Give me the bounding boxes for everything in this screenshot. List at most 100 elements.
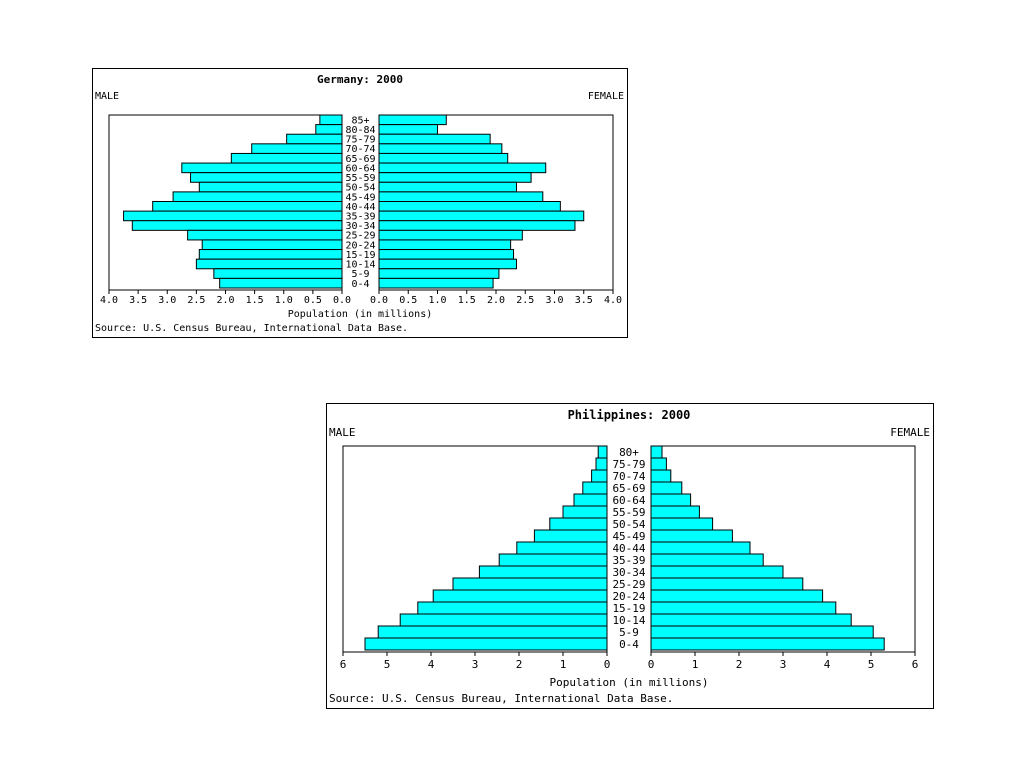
germany-pyramid-chart: Germany: 2000 MALE FEMALE 85+80-8475-797…: [95, 73, 624, 334]
x-tick-label: 3.5: [575, 295, 593, 306]
male-bar-70-74: [251, 143, 343, 154]
age-group-label: 70-74: [345, 144, 375, 155]
male-bar-40-44: [152, 201, 343, 212]
male-label: MALE: [329, 426, 356, 439]
female-bar-0-4: [650, 637, 885, 651]
x-tick-label: 3: [780, 658, 787, 671]
age-group-label: 70-74: [612, 470, 645, 483]
female-bar-60-64: [650, 493, 692, 507]
age-group-label: 85+: [351, 115, 369, 126]
male-bar-75-79: [595, 457, 608, 471]
age-group-label: 40-44: [612, 542, 645, 555]
age-group-label: 0-4: [351, 279, 369, 290]
female-bar-40-44: [650, 541, 751, 555]
x-axis-label: Population (in millions): [550, 676, 709, 689]
female-bar-30-34: [378, 220, 576, 231]
male-bar-60-64: [573, 493, 608, 507]
x-tick-label: 4.0: [604, 295, 622, 306]
female-bar-15-19: [650, 601, 837, 615]
male-bar-65-69: [230, 152, 343, 164]
x-tick-label: 2.5: [187, 295, 205, 306]
x-tick-label: 0.0: [333, 295, 351, 306]
x-tick-label: 5: [868, 658, 875, 671]
x-tick-label: 3.5: [129, 295, 147, 306]
male-bar-15-19: [417, 601, 608, 615]
x-tick-label: 1.0: [428, 295, 446, 306]
male-bar-25-29: [187, 229, 343, 241]
male-bar-20-24: [201, 239, 343, 251]
female-bar-0-4: [378, 277, 494, 289]
female-bar-15-19: [378, 249, 515, 260]
x-tick-label: 0: [648, 658, 655, 671]
male-bar-25-29: [452, 577, 608, 591]
age-group-label: 55-59: [612, 506, 645, 519]
age-group-label: 35-39: [345, 212, 375, 223]
x-tick-label: 5: [384, 658, 391, 671]
age-group-label: 25-29: [612, 578, 645, 591]
age-group-label: 30-34: [612, 566, 645, 579]
male-bar-15-19: [198, 249, 343, 260]
female-bar-50-54: [378, 181, 517, 193]
x-tick-label: 1: [560, 658, 567, 671]
male-bar-40-44: [516, 541, 608, 555]
male-bar-35-39: [498, 553, 608, 567]
x-tick-label: 0.0: [370, 295, 388, 306]
female-bar-25-29: [650, 577, 804, 591]
female-bar-35-39: [378, 210, 585, 222]
female-bar-20-24: [378, 239, 512, 251]
age-group-label: 30-34: [345, 221, 375, 232]
male-bar-0-4: [219, 277, 343, 289]
male-bar-45-49: [533, 529, 608, 543]
male-bar-20-24: [432, 589, 608, 603]
age-group-label: 55-59: [345, 173, 375, 184]
female-bar-40-44: [378, 201, 561, 212]
x-tick-label: 6: [912, 658, 919, 671]
male-bar-30-34: [478, 565, 608, 579]
age-group-label: 25-29: [345, 231, 375, 242]
female-bar-70-74: [650, 469, 672, 483]
male-bar-60-64: [181, 162, 343, 174]
bars-group: 85+80-8475-7970-7465-6960-6455-5950-5445…: [123, 114, 585, 290]
x-tick-label: 2: [516, 658, 523, 671]
female-bar-45-49: [650, 529, 733, 543]
x-tick-label: 0.5: [304, 295, 322, 306]
bars-group: 80+75-7970-7465-6960-6455-5950-5445-4940…: [364, 445, 885, 651]
female-bar-30-34: [650, 565, 784, 579]
x-tick-label: 2.5: [516, 295, 534, 306]
x-tick-label: 1.5: [246, 295, 264, 306]
male-bar-55-59: [562, 505, 608, 519]
female-bar-55-59: [650, 505, 700, 519]
male-bar-75-79: [286, 133, 343, 145]
chart-title: Germany: 2000: [317, 73, 403, 86]
female-label: FEMALE: [588, 91, 624, 102]
female-bar-10-14: [378, 258, 517, 270]
female-label: FEMALE: [890, 426, 930, 439]
age-group-label: 45-49: [345, 192, 375, 203]
age-group-label: 60-64: [612, 494, 645, 507]
age-group-label: 20-24: [612, 590, 645, 603]
age-group-label: 50-54: [612, 518, 645, 531]
source-note: Source: U.S. Census Bureau, Internationa…: [329, 692, 673, 705]
x-tick-label: 4: [824, 658, 831, 671]
age-group-label: 75-79: [612, 458, 645, 471]
female-bar-85+: [378, 114, 447, 126]
age-group-label: 5-9: [351, 269, 369, 280]
x-tick-label: 1: [692, 658, 699, 671]
female-bar-60-64: [378, 162, 547, 174]
age-group-label: 5-9: [619, 626, 639, 639]
age-group-label: 65-69: [612, 482, 645, 495]
x-tick-label: 3.0: [158, 295, 176, 306]
age-group-label: 75-79: [345, 135, 375, 146]
female-bar-5-9: [378, 268, 500, 279]
age-group-label: 80+: [619, 446, 639, 459]
male-bar-85+: [319, 114, 343, 126]
male-bar-55-59: [190, 172, 343, 183]
x-tick-label: 1.0: [275, 295, 293, 306]
female-bar-10-14: [650, 613, 852, 627]
x-tick-label: 2: [736, 658, 743, 671]
female-bar-80+: [650, 445, 663, 459]
age-group-label: 50-54: [345, 183, 375, 194]
age-group-label: 45-49: [612, 530, 645, 543]
male-label: MALE: [95, 91, 119, 102]
female-bar-5-9: [650, 625, 874, 639]
